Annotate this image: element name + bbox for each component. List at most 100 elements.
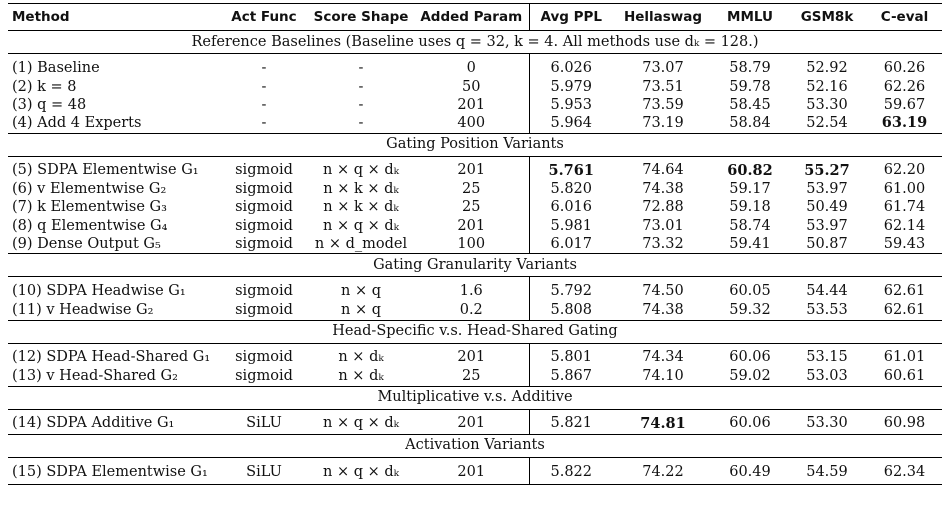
cell-mmlu: 60.06 [729, 415, 771, 432]
cell-hella: 72.88 [642, 199, 684, 216]
cell-shape: n × q [341, 282, 381, 299]
cell-gsm: 52.16 [806, 78, 848, 95]
table-row: (5) SDPA Elementwise G₁ sigmoid n × q × dₖ… [8, 156, 942, 181]
cell-ppl: 5.820 [550, 181, 592, 198]
cell-act: sigmoid [235, 349, 293, 365]
cell-hella: 74.38 [642, 181, 684, 198]
cell-method: (14) SDPA Additive G₁ [12, 415, 175, 432]
cell-method: (13) v Head-Shared G₂ [12, 368, 178, 385]
cell-gsm: 53.30 [806, 96, 848, 113]
section-title: Gating Granularity Variants [8, 253, 942, 278]
table-row: (6) v Elementwise G₂ sigmoid n × k × dₖ 25 5… [8, 180, 942, 199]
cell-param: 25 [414, 367, 530, 387]
cell-param: 25 [414, 198, 530, 217]
cell-gsm: 55.27 [787, 156, 867, 181]
cell-ppl: 6.016 [550, 199, 592, 216]
cell-ppl: 5.964 [550, 114, 592, 131]
cell-act: sigmoid [235, 181, 293, 198]
best-value: 60.82 [727, 161, 773, 179]
cell-gsm: 50.49 [806, 199, 848, 216]
cell-hella: 73.19 [642, 114, 684, 131]
table-row: (14) SDPA Additive G₁ SiLU n × q × dₖ 201 5.… [8, 409, 942, 435]
cell-act: - [261, 96, 267, 113]
cell-ppl: 6.026 [550, 59, 592, 76]
cell-method: (1) Baseline [12, 59, 100, 76]
header-method: Method [8, 3, 220, 31]
cell-act: SiLU [220, 457, 308, 485]
section-header-row: Activation Variants [8, 433, 942, 458]
cell-mmlu: 59.02 [729, 368, 771, 385]
cell-act: sigmoid [235, 217, 293, 234]
cell-hella: 73.51 [642, 78, 684, 95]
cell-method: (10) SDPA Headwise G₁ [12, 282, 186, 299]
table-row: (7) k Elementwise G₃ sigmoid n × k × dₖ 25 6… [8, 198, 942, 217]
section-title: Activation Variants [8, 433, 942, 458]
cell-mmlu: 59.41 [729, 235, 771, 252]
cell-mmlu: 59.32 [729, 301, 771, 318]
cell-hella: 73.59 [642, 96, 684, 113]
cell-shape: n × k × dₖ [323, 199, 399, 216]
cell-param: 25 [414, 180, 530, 199]
cell-shape: - [358, 59, 364, 76]
cell-shape: n × q × dₖ [308, 457, 414, 485]
cell-hella: 73.01 [642, 217, 684, 234]
cell-ppl: 5.792 [550, 282, 592, 299]
header-mmlu: MMLU [713, 3, 787, 31]
cell-act: sigmoid [235, 199, 293, 216]
cell-gsm: 53.97 [806, 181, 848, 198]
cell-act: sigmoid [235, 368, 293, 385]
cell-hella: 73.32 [642, 235, 684, 252]
table-row: (11) v Headwise G₂ sigmoid n × q 0.2 5.808 74… [8, 301, 942, 320]
cell-param: 0 [414, 53, 530, 78]
cell-act: - [261, 59, 267, 76]
cell-act: - [261, 78, 267, 95]
cell-hella: 73.07 [642, 59, 684, 76]
cell-method: (6) v Elementwise G₂ [12, 181, 167, 198]
cell-ceval: 62.14 [883, 217, 926, 234]
cell-method: (11) v Headwise G₂ [12, 301, 154, 318]
cell-gsm: 53.53 [806, 301, 848, 318]
cell-ppl: 5.821 [550, 415, 592, 432]
section-header-row: Reference Baselines (Baseline uses q = 3… [8, 30, 942, 54]
cell-gsm: 54.59 [787, 457, 867, 485]
results-table: Method Act Func Score Shape Added Param … [8, 3, 942, 485]
best-value: 74.81 [640, 414, 686, 432]
cell-shape: n × d_model [314, 235, 408, 252]
table-row: (9) Dense Output G₅ sigmoid n × d_model 100… [8, 235, 942, 254]
cell-method: (9) Dense Output G₅ [12, 235, 161, 252]
table-row: (3) q = 48 - - 201 5.953 73.59 58.45 53.30 59.67 [8, 96, 942, 115]
header-gsm8k: GSM8k [787, 3, 867, 31]
section-title: Multiplicative v.s. Additive [8, 385, 942, 410]
cell-mmlu: 58.74 [729, 217, 771, 234]
cell-act: sigmoid [235, 162, 293, 179]
table-row: (1) Baseline - - 0 6.026 73.07 58.79 52.92 60.26 [8, 53, 942, 78]
cell-gsm: 54.44 [806, 282, 848, 299]
section-header-row: Head-Specific v.s. Head-Shared Gating [8, 319, 942, 344]
cell-shape: n × q × dₖ [323, 217, 399, 234]
cell-mmlu: 58.45 [729, 96, 771, 113]
cell-shape: n × dₖ [338, 349, 384, 365]
cell-act: - [261, 114, 267, 131]
cell-shape: - [358, 114, 364, 131]
cell-ceval: 61.00 [883, 181, 926, 198]
cell-param: 201 [414, 156, 530, 181]
cell-ceval: 62.61 [883, 282, 926, 299]
results-table-container: Method Act Func Score Shape Added Param … [8, 3, 942, 485]
cell-method: (15) SDPA Elementwise G₁ [8, 457, 220, 485]
cell-hella: 74.22 [613, 457, 713, 485]
cell-ceval: 62.26 [883, 78, 926, 95]
cell-hella: 74.10 [642, 368, 684, 385]
cell-shape: n × q [341, 301, 381, 318]
cell-param: 1.6 [414, 276, 530, 302]
cell-param: 400 [414, 114, 530, 134]
cell-ppl: 5.979 [550, 78, 592, 95]
cell-ceval: 62.20 [883, 162, 926, 179]
cell-mmlu: 60.05 [729, 282, 771, 299]
section-title: Gating Position Variants [8, 132, 942, 157]
table-row: (2) k = 8 - - 50 5.979 73.51 59.78 52.16 62.26 [8, 78, 942, 97]
section-title: Head-Specific v.s. Head-Shared Gating [8, 319, 942, 344]
header-score-shape: Score Shape [308, 3, 414, 31]
cell-shape: - [358, 78, 364, 95]
cell-ceval: 59.43 [883, 235, 926, 252]
cell-ceval: 60.61 [883, 368, 926, 385]
